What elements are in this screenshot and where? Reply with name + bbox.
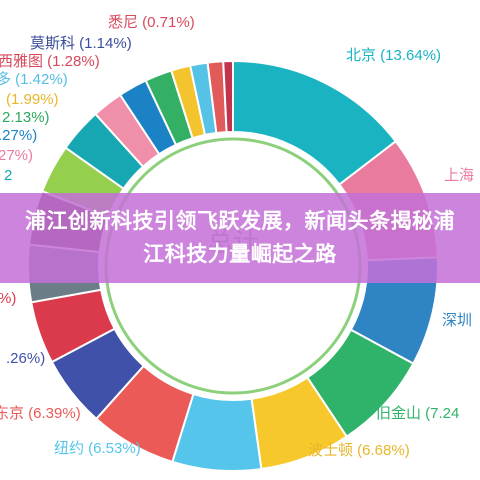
slice-labels: 悉尼 (0.71%) 莫斯科 (1.14%) 西雅图 (1.28%) 多 (1.… [0,14,474,459]
slice-label: .27%) [0,127,37,144]
slice-label: 多 (1.42%) [0,71,68,88]
slice-label: 纽约 (6.53%) [54,440,141,457]
slice-label: %) [0,290,16,307]
slice-label: 东京 (6.39%) [0,405,81,422]
slice-label: 西雅图 (1.28%) [0,53,100,70]
slice-label: 深圳 [442,312,472,329]
slice-label: (1.99%) [6,91,59,108]
slice-label: 旧金山 (7.24 [376,405,459,422]
slice-label: .26%) [6,350,45,367]
headline-banner: 浦江创新科技引领飞跃发展，新闻头条揭秘浦江科技力量崛起之路 [0,193,480,283]
slice-label: 北京 (13.64%) [346,47,441,64]
slice-label: 莫斯科 (1.14%) [30,35,132,52]
slice-label: 2.13%) [2,109,50,126]
slice-label: 2 [4,167,12,184]
slice-label: 上海 [444,167,474,184]
slice-label: 悉尼 (0.71%) [108,14,195,31]
donut-slice [222,59,234,134]
slice-label: 27%) [0,147,33,164]
slice-label: 波士顿 (6.68%) [308,442,410,459]
headline-text: 浦江创新科技引领飞跃发展，新闻头条揭秘浦江科技力量崛起之路 [25,210,455,266]
